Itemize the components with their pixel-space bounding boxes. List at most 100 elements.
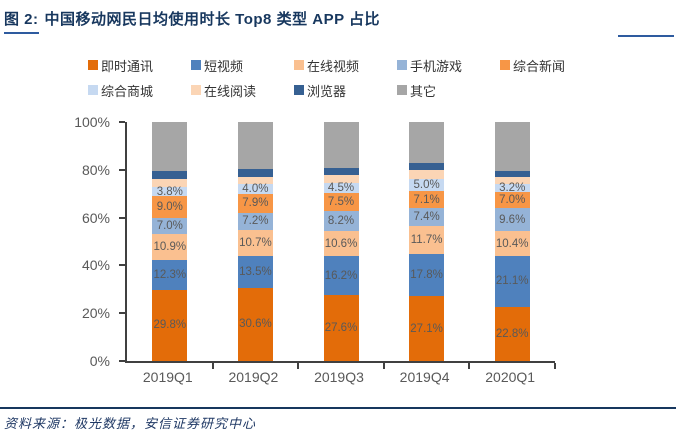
y-axis-tick-label: 100% [74,114,110,130]
data-label: 8.2% [327,215,355,228]
legend-item: 浏览器 [294,81,397,99]
legend-item: 其它 [397,81,500,99]
data-label: 7.0% [156,219,183,232]
x-axis-tick [297,363,300,369]
data-label: 21.1% [495,275,529,288]
legend-item: 手机游戏 [397,56,500,74]
y-axis-tick [119,312,125,315]
data-label: 7.5% [327,196,355,209]
bar-segment-综合商城: 4.5% [323,182,359,195]
chart-title-prefix: 图 2: [4,8,39,34]
data-label: 7.2% [242,215,269,228]
stacked-bar-2020Q1: 22.8% 21.1% 10.4% 9.6% 7.0% 3.2% [494,122,530,361]
data-label: 9.0% [156,200,183,213]
legend-item: 即时通讯 [88,56,191,74]
chart-title-text: 中国移动网民日均使用时长 Top8 类型 APP 占比 [44,11,380,28]
bar-segment-其它 [409,122,445,163]
source-note: 资料来源：极光数据，安信证券研究中心 [4,416,257,431]
bar-segment-手机游戏: 8.2% [323,211,359,231]
bar-segment-即时通讯: 22.8% [494,306,530,361]
bar-segment-在线阅读 [152,178,188,188]
data-label: 30.6% [239,318,272,331]
data-label: 10.6% [324,237,358,250]
data-label: 11.7% [410,233,443,246]
x-axis-tick [211,363,214,369]
legend-label: 综合商城 [101,83,154,99]
data-label: 17.8% [410,268,443,281]
bar-segment-在线视频: 10.4% [494,231,530,257]
legend-item: 在线视频 [294,56,397,74]
y-axis-tick [119,121,125,123]
stacked-bar-2019Q4: 27.1% 17.8% 11.7% 7.4% 7.1% 5.0% [409,122,445,361]
legend-swatch-icon [294,85,304,95]
data-label: 12.3% [153,269,187,282]
data-label: 27.1% [410,322,443,335]
bar-segment-即时通讯: 27.1% [409,296,445,361]
data-label: 10.4% [495,237,529,250]
bar-segment-手机游戏: 7.4% [409,208,445,226]
bar-segment-综合新闻: 9.0% [152,196,188,218]
legend-label: 短视频 [204,58,244,74]
legend-swatch-icon [397,85,407,95]
bar-segment-即时通讯: 29.8% [152,289,188,361]
bar-segment-综合新闻: 7.9% [237,193,273,213]
data-label: 3.2% [499,181,526,194]
data-label: 9.6% [499,213,526,226]
x-axis-tick [468,363,471,369]
x-axis-tick [382,363,385,369]
bar-segment-手机游戏: 9.6% [494,208,530,232]
bar-segment-短视频: 12.3% [152,260,188,290]
bar-segment-综合新闻: 7.0% [494,191,530,209]
data-label: 7.4% [413,210,440,223]
data-label: 27.6% [324,322,358,335]
legend-swatch-icon [500,60,510,70]
bar-segment-浏览器 [237,169,273,177]
legend-swatch-icon [88,85,98,95]
bar-segment-在线阅读 [237,176,273,185]
data-label: 7.9% [242,197,269,210]
legend-swatch-icon [191,60,201,70]
footer-divider-line [0,407,676,409]
bar-segment-其它 [323,122,359,168]
legend-label: 综合新闻 [513,58,566,74]
x-axis-category-label: 2019Q3 [314,369,364,385]
x-axis-tick [554,363,556,369]
bar-segment-综合商城: 4.0% [237,183,273,196]
legend-swatch-icon [88,60,98,70]
bar-segment-短视频: 16.2% [323,256,359,296]
x-axis-category-label: 2019Q4 [399,369,450,385]
data-label: 4.5% [327,182,355,195]
legend-item: 在线阅读 [191,81,294,99]
y-axis-tick-label: 0% [89,353,110,369]
legend-label: 浏览器 [307,83,347,99]
bar-segment-其它 [237,122,273,170]
x-axis-category-label: 2019Q1 [142,369,193,385]
bar-segment-在线视频: 10.9% [152,234,188,261]
bar-segment-综合新闻: 7.1% [409,191,445,209]
bar-segment-短视频: 21.1% [494,256,530,307]
bar-segment-在线视频: 11.7% [409,225,445,254]
stacked-bar-2019Q2: 30.6% 13.5% 10.7% 7.2% 7.9% 4.0% [237,122,273,361]
bar-segment-短视频: 13.5% [237,255,273,288]
data-label: 4.0% [242,183,269,196]
data-label: 22.8% [495,327,529,340]
y-axis-tick [119,360,125,362]
bar-segment-在线阅读 [494,177,530,184]
chart-legend: 即时通讯 短视频 在线视频 手机游戏 综合新闻综合商城 在线阅读 浏览器 其它 [88,56,618,99]
y-axis-tick [119,168,125,171]
bar-segment-其它 [494,122,530,172]
bar-segment-在线视频: 10.6% [323,231,359,257]
legend-label: 其它 [410,83,437,99]
stacked-bar-2019Q1: 29.8% 12.3% 10.9% 7.0% 9.0% 3.8% [152,122,188,361]
y-axis-tick-label: 20% [81,305,110,322]
bar-segment-浏览器 [494,171,530,178]
bar-segment-浏览器 [323,167,359,175]
data-label: 3.8% [156,185,183,198]
bar-segment-即时通讯: 27.6% [323,295,359,361]
legend-item: 短视频 [191,56,294,74]
data-label: 7.0% [499,193,526,206]
legend-item: 综合商城 [88,81,191,99]
bar-segment-综合商城: 3.8% [152,185,188,198]
bar-segment-综合商城: 3.2% [494,181,530,194]
bar-segment-其它 [152,122,188,172]
